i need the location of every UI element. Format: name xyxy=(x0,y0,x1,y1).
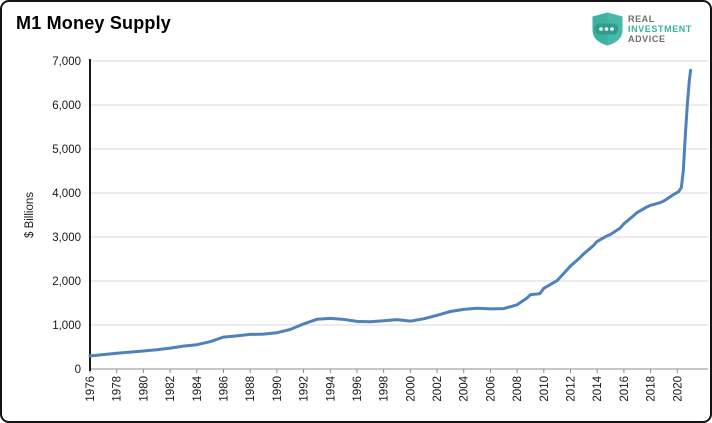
x-tick-label: 1976 xyxy=(85,376,97,402)
x-tick-label: 1982 xyxy=(165,376,177,402)
y-tick-label: 5,000 xyxy=(52,144,81,156)
logo-word-real: REAL xyxy=(627,14,655,24)
x-tick-label: 1988 xyxy=(245,376,257,402)
x-tick-label: 1992 xyxy=(299,376,311,402)
x-tick-label: 2014 xyxy=(592,375,604,401)
y-tick-label: 0 xyxy=(75,364,81,376)
x-tick-label: 1990 xyxy=(272,376,284,402)
x-tick-label: 2004 xyxy=(459,375,471,401)
y-tick-label: 2,000 xyxy=(52,276,81,288)
x-tick-label: 2000 xyxy=(405,376,417,402)
x-tick-label: 1996 xyxy=(352,376,364,402)
x-tick-label: 2008 xyxy=(512,376,524,402)
x-tick-label: 2012 xyxy=(566,376,578,402)
x-tick-label: 2002 xyxy=(432,376,444,402)
y-tick-label: 4,000 xyxy=(52,188,81,200)
logo-word-investment: INVESTMENT xyxy=(627,24,692,34)
x-tick-label: 1998 xyxy=(379,376,391,402)
shield-icon xyxy=(592,12,623,46)
x-tick-label: 2018 xyxy=(646,376,658,402)
x-tick-label: 1994 xyxy=(325,375,337,401)
m1-money-supply-line xyxy=(88,68,693,358)
y-tick-label: 3,000 xyxy=(52,232,81,244)
chart-title: M1 Money Supply xyxy=(16,13,172,33)
y-tick-label: 1,000 xyxy=(52,320,81,332)
x-tick-label: 1980 xyxy=(138,376,150,402)
y-tick-label: 6,000 xyxy=(52,100,81,112)
x-tick-label: 2010 xyxy=(539,376,551,402)
y-tick-label: 7,000 xyxy=(52,56,81,68)
x-tick-label: 2016 xyxy=(619,376,631,402)
y-axis-title: $ Billions xyxy=(24,192,36,238)
logo-word-advice: ADVICE xyxy=(627,34,666,44)
logo-wordmark: REAL INVESTMENT ADVICE xyxy=(628,14,692,44)
x-tick-label: 2006 xyxy=(485,376,497,402)
real-investment-advice-logo: REAL INVESTMENT ADVICE xyxy=(592,12,692,46)
x-tick-label: 1984 xyxy=(192,375,204,401)
x-tick-label: 2020 xyxy=(672,376,684,402)
x-tick-label: 1986 xyxy=(218,376,230,402)
x-tick-label: 1978 xyxy=(112,376,124,402)
